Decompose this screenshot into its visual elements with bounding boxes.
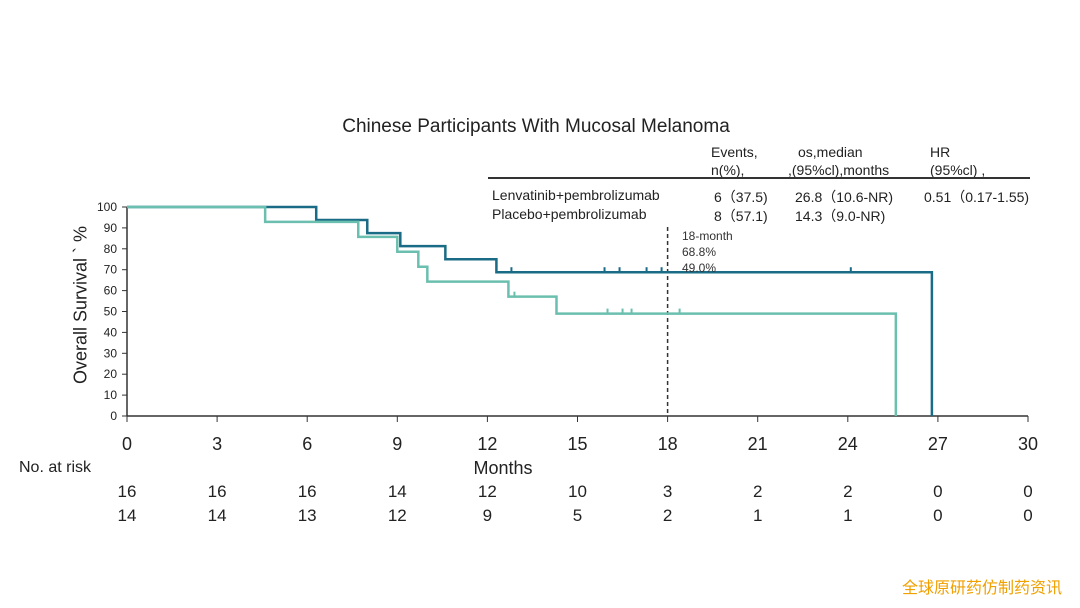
axes: 0 10 20 30 40 50 60 70 80 90 100 0 3 6 9 12 15 18 21 24 27 30… (97, 200, 1038, 478)
row1-os: 26.8（10.6-NR) (795, 189, 894, 205)
annotation-18-month: 18-month (682, 229, 733, 243)
risk-cell: 2 (843, 482, 853, 501)
risk-cell: 0 (933, 506, 943, 525)
x-tick-label: 15 (567, 434, 587, 454)
risk-cell: 0 (1023, 506, 1033, 525)
risk-cell: 2 (662, 506, 673, 525)
y-tick-label: 40 (104, 325, 118, 339)
y-tick-label: 90 (104, 221, 118, 235)
annotation-lenvatinib-pct: 68.8% (682, 245, 716, 259)
x-tick-label: 3 (212, 434, 222, 454)
risk-table-title: No. at risk (19, 459, 92, 476)
x-tick-label: 27 (928, 434, 948, 454)
watermark: 全球原研药仿制药资讯 (901, 580, 1062, 597)
os-header-line1: os,median (798, 144, 863, 160)
risk-cell: 16 (117, 482, 137, 501)
row1-name: Lenvatinib+pembrolizumab (492, 187, 660, 203)
x-tick-label: 24 (838, 434, 858, 454)
y-tick-label: 80 (104, 242, 118, 256)
risk-cell: 3 (662, 482, 673, 501)
x-tick-label: 9 (392, 434, 402, 454)
risk-cell: 0 (1023, 482, 1033, 501)
risk-cell: 14 (117, 506, 137, 525)
risk-cell: 16 (207, 482, 227, 501)
x-tick-label: 6 (302, 434, 312, 454)
chart-title: Chinese Participants With Mucosal Melano… (342, 116, 730, 137)
y-tick-label: 100 (97, 200, 117, 214)
y-tick-label: 70 (104, 263, 118, 277)
row2-name: Placebo+pembrolizumab (492, 206, 647, 222)
risk-cell: 14 (387, 482, 407, 501)
risk-cell: 16 (297, 482, 317, 501)
x-tick-label: 0 (122, 434, 132, 454)
events-header: Events, n(%), (711, 143, 758, 179)
risk-cell: 10 (568, 482, 587, 501)
hr-header: HR (95%cl) , (930, 143, 985, 179)
hr-header-line1: HR (930, 144, 951, 160)
events-header-line1: Events, (711, 144, 758, 160)
x-tick-label: 21 (748, 434, 768, 454)
series-line-1 (127, 205, 934, 416)
risk-cell: 5 (572, 506, 583, 525)
x-tick-label: 18 (658, 434, 678, 454)
row1-hr: 0.51（0.17-1.55) (924, 189, 1030, 205)
hr-header-line2: (95%cl) , (930, 162, 986, 178)
y-tick-label: 0 (110, 409, 117, 423)
annotation-placebo-pct: 49.0% (682, 261, 716, 275)
risk-cell: 13 (297, 506, 317, 525)
y-tick-label: 30 (104, 346, 118, 360)
x-tick-label: 12 (477, 434, 497, 454)
row1-events: 6（37.5) (714, 189, 768, 205)
annotations: 18-month 68.8% 49.0% (682, 229, 733, 275)
curves (127, 205, 934, 416)
risk-cell: 1 (843, 506, 853, 525)
risk-cell: 12 (387, 506, 407, 525)
y-tick-label: 10 (104, 388, 118, 402)
risk-cell: 0 (933, 482, 943, 501)
y-tick-label: 20 (104, 367, 118, 381)
y-tick-label: 50 (104, 305, 118, 319)
x-tick-label: 30 (1018, 434, 1038, 454)
row2-events: 8（57.1) (714, 208, 768, 224)
risk-cell: 9 (482, 506, 493, 525)
row2-os: 14.3（9.0-NR) (795, 208, 886, 224)
events-header-line2: n(%), (711, 162, 745, 178)
risk-cell: 2 (752, 482, 763, 501)
os-header-line2: ,(95%cl),months (788, 162, 890, 178)
x-axis-label: Months (473, 458, 532, 478)
series-line-2 (127, 205, 898, 416)
y-tick-label: 60 (104, 284, 118, 298)
os-header: os,median ,(95%cl),months (788, 143, 889, 179)
table-rule (488, 177, 1030, 179)
risk-cell: 12 (477, 482, 497, 501)
risk-cell: 14 (207, 506, 227, 525)
risk-cell: 1 (752, 506, 763, 525)
